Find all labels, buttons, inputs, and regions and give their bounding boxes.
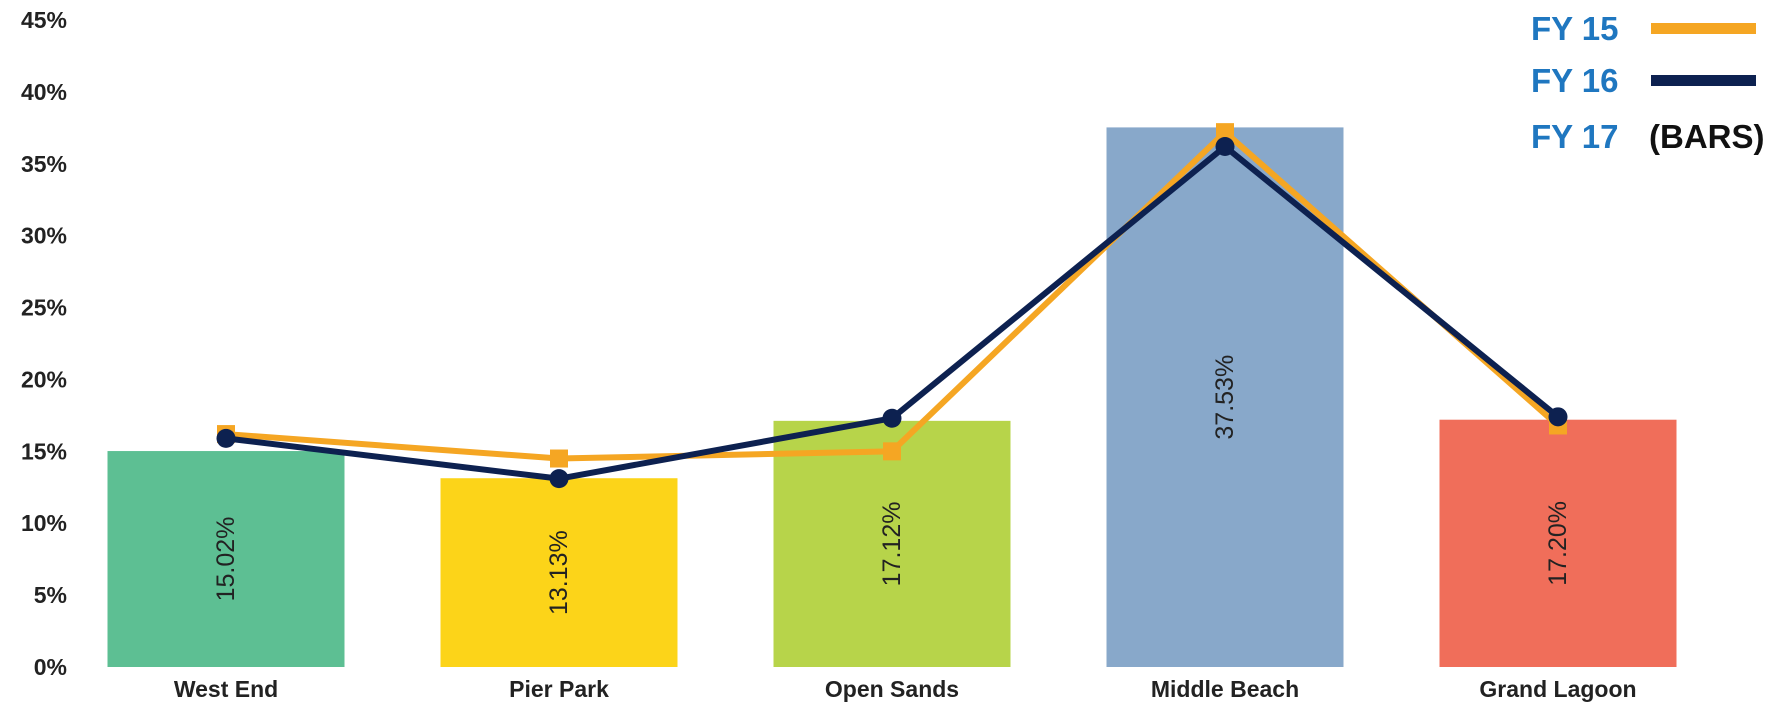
marker-fy-15 [1216,123,1234,142]
bar-data-labels: 15.02% 13.13% 17.12% 37.53% 17.20% [212,355,1572,615]
bar-grand-lagoon [1439,419,1677,667]
line-series [216,123,1568,489]
legend-swatch [1651,75,1756,86]
legend-label: FY 15 [1531,10,1618,47]
x-tick-label: Middle Beach [1151,676,1299,702]
y-tick-label: 30% [21,223,67,249]
y-tick-label: 35% [21,151,67,177]
bar-series [107,127,1677,668]
y-tick-label: 5% [34,582,67,608]
marker-fy-16 [1215,137,1235,157]
bar-west-end [107,451,345,667]
y-tick-label: 20% [21,366,67,392]
bar-value-label: 37.53% [1211,355,1239,440]
y-tick-label: 0% [34,654,67,680]
x-tick-label: West End [174,676,278,702]
bar-pier-park [440,478,678,667]
marker-fy-16 [1548,407,1568,427]
marker-fy-15 [883,442,901,461]
y-tick-label: 25% [21,295,67,321]
bar-value-label: 13.13% [545,530,573,615]
bar-open-sands [773,420,1011,667]
bar-value-label: 17.12% [878,502,906,587]
bar-value-label: 15.02% [212,517,240,602]
x-tick-label: Open Sands [825,676,959,702]
x-tick-label: Grand Lagoon [1479,676,1636,702]
bar-middle-beach [1106,127,1344,668]
y-tick-label: 15% [21,438,67,464]
y-tick-label: 10% [21,510,67,536]
marker-fy-15 [550,449,568,468]
legend-label: FY 17 [1531,118,1618,155]
x-axis: West End Pier Park Open Sands Middle Beach G… [174,676,1637,702]
legend: FY 15 FY 16 FY 17 (BARS) [1531,10,1764,155]
legend-label-suffix: (BARS) [1649,118,1764,155]
y-axis: 0% 5% 10% 15% 20% 25% 30% 35% 40% 45% [21,7,67,680]
marker-fy-16 [216,428,236,448]
legend-label: FY 16 [1531,62,1618,99]
marker-fy-16 [549,469,569,489]
bar-value-label: 17.20% [1544,501,1572,586]
legend-swatch [1651,23,1756,34]
marker-fy-16 [882,408,902,428]
y-tick-label: 45% [21,7,67,33]
x-tick-label: Pier Park [509,676,609,702]
y-tick-label: 40% [21,79,67,105]
